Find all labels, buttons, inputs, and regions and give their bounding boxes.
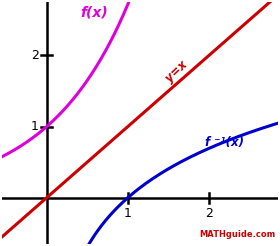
Text: 2: 2 — [31, 49, 39, 62]
Text: f ⁻¹(x): f ⁻¹(x) — [205, 137, 244, 150]
Text: y=x: y=x — [163, 58, 190, 85]
Text: MATHguide.com: MATHguide.com — [199, 230, 276, 239]
Text: 1: 1 — [31, 120, 39, 133]
Text: 1: 1 — [124, 207, 132, 220]
Text: f(x): f(x) — [81, 5, 109, 19]
Text: 2: 2 — [205, 207, 213, 220]
